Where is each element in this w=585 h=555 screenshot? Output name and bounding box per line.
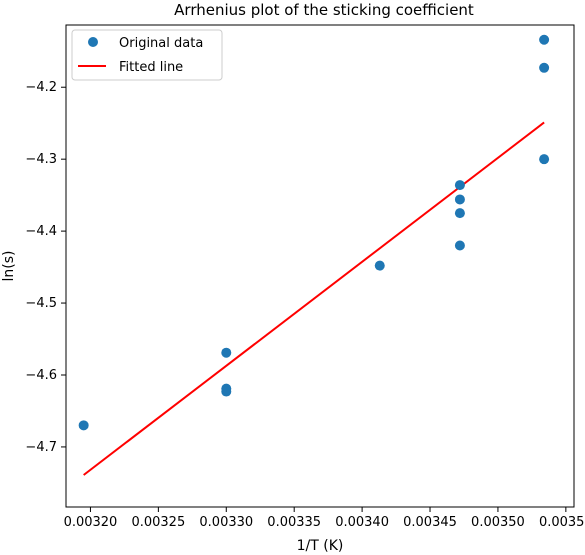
x-tick-label: 0.00335 [267, 515, 321, 530]
data-point [221, 386, 232, 397]
x-tick-label: 0.00355 [539, 515, 585, 530]
y-tick-label: −4.2 [25, 80, 57, 95]
y-tick-label: −4.6 [25, 368, 57, 383]
data-point [374, 260, 385, 271]
x-axis-label: 1/T (K) [297, 538, 344, 554]
x-axis-ticks: 0.00320 0.00325 0.00330 0.00335 0.00340 0.003… [64, 507, 585, 530]
legend-marker-original-data [88, 37, 98, 47]
data-point [454, 180, 465, 191]
x-tick-label: 0.00350 [471, 515, 525, 530]
x-tick-label: 0.00325 [131, 515, 185, 530]
data-point [454, 194, 465, 205]
x-tick-label: 0.00340 [335, 515, 389, 530]
x-tick-label: 0.00330 [199, 515, 253, 530]
x-tick-label: 0.00345 [403, 515, 457, 530]
fitted-line [83, 121, 545, 476]
legend-label-fitted-line: Fitted line [119, 60, 183, 75]
y-axis-label: ln(s) [1, 251, 17, 282]
data-point [539, 154, 550, 165]
data-point [221, 347, 232, 358]
plot-area [65, 24, 575, 508]
y-tick-label: −4.3 [25, 152, 57, 167]
legend: Original data Fitted line [71, 29, 223, 81]
data-point [454, 240, 465, 251]
legend-label-original-data: Original data [119, 36, 203, 51]
data-point [78, 420, 89, 431]
x-tick-label: 0.00320 [64, 515, 118, 530]
y-axis-ticks: −4.7 −4.6 −4.5 −4.4 −4.3 −4.2 [25, 80, 66, 455]
chart-title: Arrhenius plot of the sticking coefficie… [174, 1, 474, 19]
series-layer [78, 34, 550, 476]
legend-box [71, 29, 223, 81]
data-point [454, 208, 465, 219]
data-point [539, 62, 550, 73]
y-tick-label: −4.5 [25, 296, 57, 311]
axes-frame [65, 24, 575, 508]
y-tick-label: −4.4 [25, 224, 57, 239]
data-point [539, 34, 550, 45]
y-tick-label: −4.7 [25, 440, 57, 455]
